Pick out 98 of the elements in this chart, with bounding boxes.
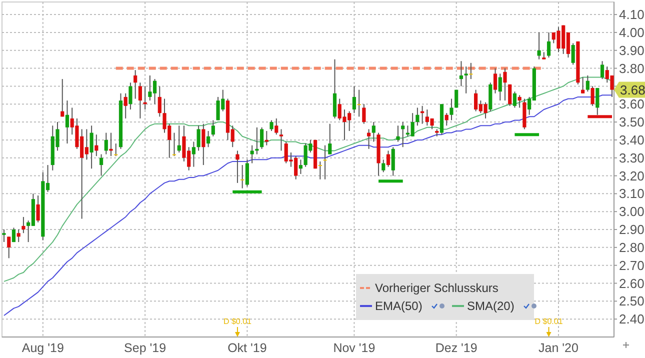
x-tick-label: Jan '20 <box>538 341 578 355</box>
candlestick <box>211 120 215 137</box>
candlestick <box>508 84 512 106</box>
candlestick <box>245 159 249 188</box>
y-tick-label: 4.10 <box>619 7 644 22</box>
x-tick-label: Dez '19 <box>435 341 478 355</box>
candlestick <box>367 128 371 150</box>
candlestick <box>65 100 70 144</box>
y-tick-label: 3.30 <box>619 150 644 166</box>
candlestick <box>298 159 303 174</box>
legend-label: SMA(20) <box>467 299 514 314</box>
candlestick <box>416 107 420 126</box>
candlestick <box>357 89 361 118</box>
candlestick <box>444 112 448 126</box>
y-tick-label: 3.50 <box>619 114 644 130</box>
legend-label: Vorheriger Schlusskurs <box>375 281 498 296</box>
candlestick <box>503 68 507 102</box>
candlestick <box>586 74 590 92</box>
candlestick <box>90 125 94 170</box>
text: 3.68 <box>620 82 645 98</box>
candlestick <box>401 122 405 148</box>
candlestick <box>60 78 64 118</box>
candlestick <box>7 236 11 259</box>
candlestick <box>386 150 390 168</box>
candlestick <box>498 73 502 102</box>
candlestick <box>546 32 551 58</box>
candlestick <box>600 60 604 80</box>
candlestick <box>206 130 210 148</box>
candlestick <box>94 134 98 157</box>
candlestick <box>99 154 104 176</box>
candlestick <box>36 194 40 223</box>
y-tick-label: 3.20 <box>619 168 644 184</box>
candlestick <box>391 146 395 176</box>
candlestick <box>512 91 517 108</box>
candlestick <box>450 98 454 121</box>
y-tick-label: 3.60 <box>619 96 644 112</box>
candlestick <box>12 227 16 243</box>
candlestick <box>352 86 356 114</box>
x-tick-label: Sep '19 <box>124 341 166 355</box>
y-tick-label: 4.00 <box>619 25 644 40</box>
candlestick <box>196 125 200 152</box>
y-tick-label: 3.90 <box>619 42 644 58</box>
candlestick <box>16 229 20 243</box>
candlestick <box>590 86 594 106</box>
candlestick <box>362 104 366 124</box>
y-tick-label: 3.00 <box>619 204 644 220</box>
candlestick <box>596 87 600 116</box>
y-tick-label: 2.60 <box>619 276 644 291</box>
x-tick-label: Nov '19 <box>333 341 376 355</box>
candlestick <box>396 125 400 142</box>
candlestick <box>323 144 327 180</box>
candlestick <box>172 132 176 157</box>
candlestick <box>22 216 26 234</box>
candlestick <box>382 159 386 173</box>
x-tick-label: Okt '19 <box>228 341 267 355</box>
candlestick <box>469 62 473 80</box>
y-tick-label: 2.50 <box>619 294 644 309</box>
annotation: D $0.01 <box>534 317 564 326</box>
candlestick <box>372 122 376 142</box>
candlestick <box>260 126 264 150</box>
candlestick <box>332 58 337 119</box>
candlestick <box>250 144 254 164</box>
candlestick <box>518 94 522 108</box>
y-tick-label: 2.90 <box>619 222 644 238</box>
candlestick <box>177 125 181 153</box>
annotation: D $0.01 <box>223 317 252 326</box>
candlestick <box>2 229 6 243</box>
candlestick <box>202 123 206 166</box>
candlestick <box>192 141 196 168</box>
candlestick <box>114 143 118 157</box>
y-tick-label: 2.70 <box>619 258 644 273</box>
candlestick <box>318 160 322 180</box>
candlestick <box>124 92 128 119</box>
y-tick-label: 2.80 <box>619 240 644 255</box>
candlestick <box>328 123 332 155</box>
x-tick-label: Aug '19 <box>22 341 64 355</box>
candlestick <box>128 82 132 110</box>
candlestick <box>464 66 468 94</box>
y-tick-label: 3.80 <box>619 60 644 76</box>
y-tick-label: 3.40 <box>619 132 644 148</box>
candlestick <box>459 60 464 87</box>
candlestick <box>158 86 162 118</box>
candlestick <box>493 68 498 94</box>
candlestick <box>134 70 138 100</box>
y-tick-label: 2.40 <box>619 312 644 327</box>
candlestick <box>571 42 575 66</box>
candlestick <box>240 164 244 189</box>
candlestick <box>109 132 113 157</box>
candlestick <box>270 120 274 132</box>
legend-label: EMA(50) <box>375 299 422 314</box>
candlestick <box>236 150 240 184</box>
candlestick <box>274 118 278 136</box>
candlestick <box>279 128 284 152</box>
candlestick <box>104 132 108 155</box>
candlestick <box>581 76 585 94</box>
y-tick-label: 3.10 <box>619 186 644 202</box>
candlestick <box>537 32 541 60</box>
candlestick <box>138 82 142 119</box>
